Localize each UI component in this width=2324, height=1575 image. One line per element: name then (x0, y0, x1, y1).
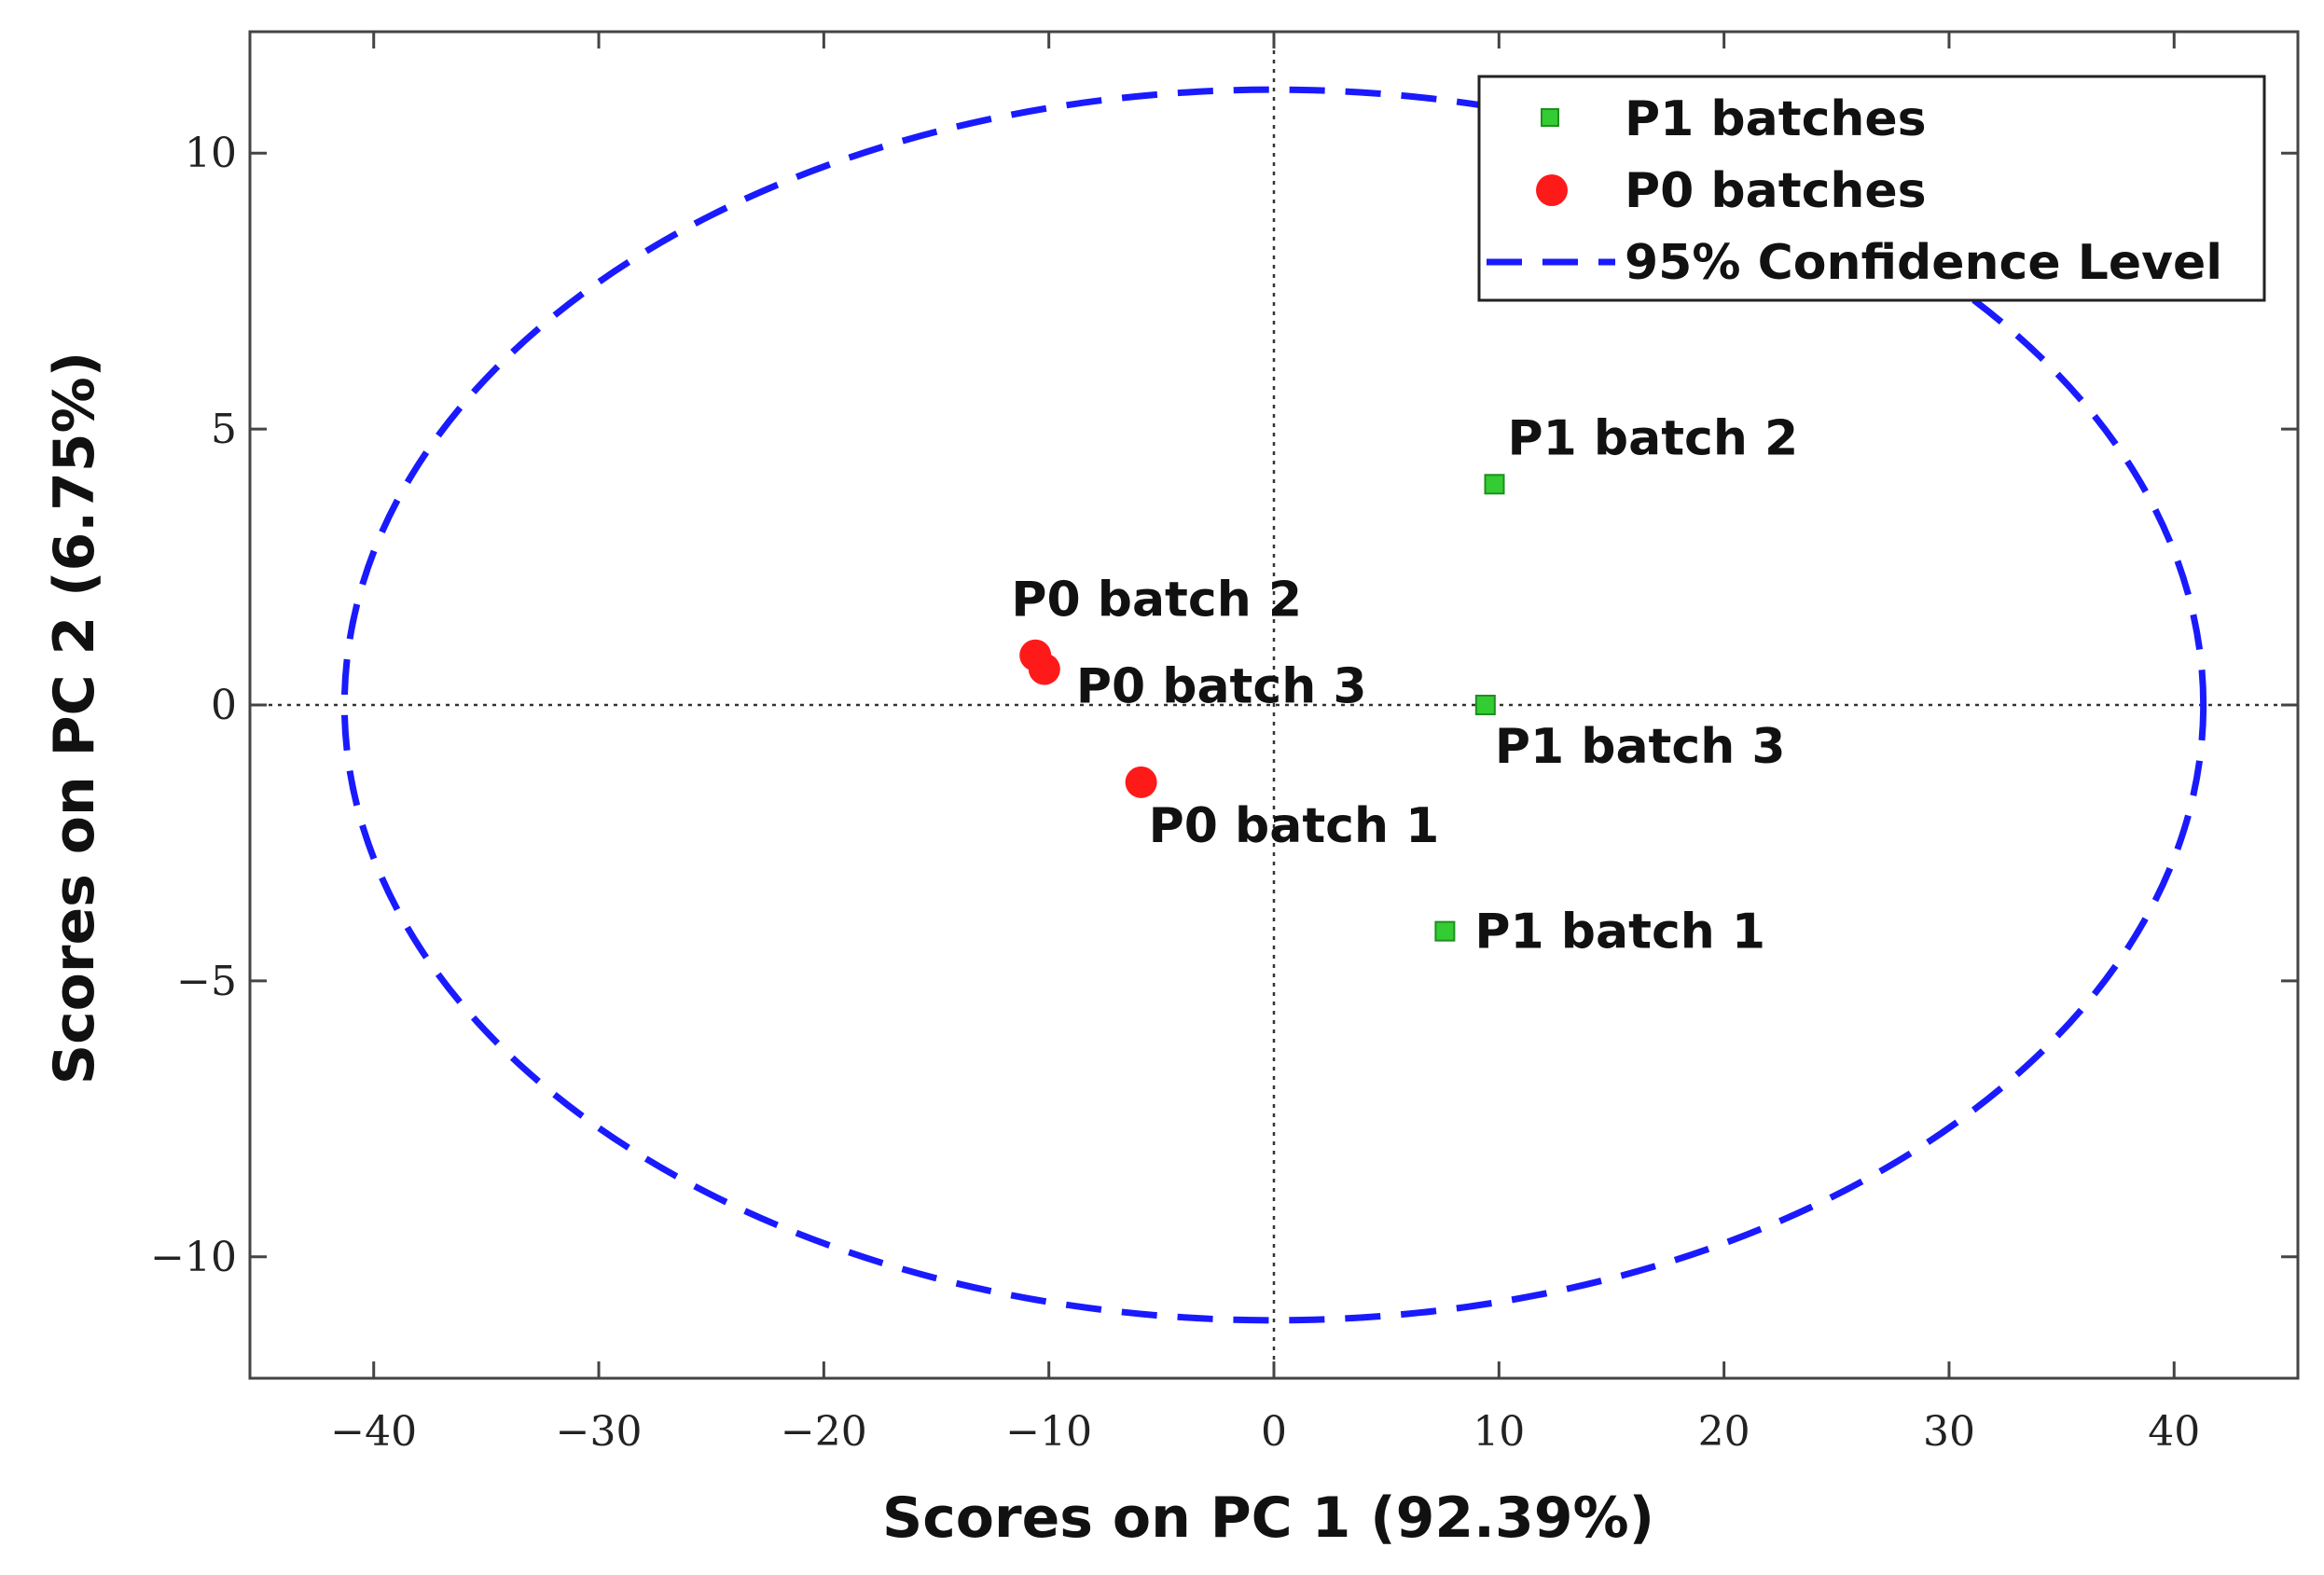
plot-frame (248, 30, 2300, 1380)
point-label-p1-batch-3: P1 batch 3 (1495, 719, 1786, 775)
confidence-ellipse (340, 86, 2207, 1324)
y-axis-title: Scores on PC 2 (6.75%) (42, 352, 107, 1085)
legend-p0-label: P0 batches (1625, 163, 1927, 219)
x-tick-label: 30 (1923, 1408, 1975, 1456)
point-label-p0-batch-3: P0 batch 3 (1076, 659, 1367, 715)
point-p1-batch-2 (1484, 474, 1505, 495)
legend-ellipse-label: 95% Confidence Level (1625, 235, 2222, 291)
point-label-p1-batch-1: P1 batch 1 (1474, 905, 1765, 960)
legend-p1-label: P1 batches (1625, 91, 1927, 147)
point-p1-batch-3 (1474, 695, 1496, 715)
x-axis-title: Scores on PC 1 (92.39%) (882, 1485, 1654, 1551)
point-label-p0-batch-2: P0 batch 2 (1011, 573, 1302, 629)
confidence-ellipse-layer (340, 86, 2207, 1324)
y-tick-label: 5 (211, 406, 237, 453)
x-tick-label: −30 (556, 1408, 643, 1456)
x-tick-label: −40 (330, 1408, 417, 1456)
y-tick-label: 0 (211, 682, 237, 729)
point-p1-batch-1 (1434, 920, 1456, 942)
y-tick-label: −5 (176, 958, 237, 1005)
point-p0-batch-1 (1125, 766, 1157, 798)
x-tick-label: 10 (1473, 1408, 1525, 1456)
y-tick-label: −10 (150, 1234, 237, 1281)
axis-ticks: −40 −30 −20 −10 0 10 20 30 40 −10 −5 0 5 10 (150, 32, 2298, 1456)
legend: P1 batches P0 batches 95% Confidence Lev… (1477, 75, 2266, 302)
reference-lines (250, 32, 2298, 1378)
x-tick-label: −10 (1005, 1408, 1092, 1456)
legend-p1-marker (1541, 108, 1559, 127)
x-tick-label: 0 (1261, 1408, 1287, 1456)
point-p0-batch-3 (1028, 653, 1060, 685)
data-points: P1 batch 1 P1 batch 2 P1 batch 3 P0 batch 1… (1011, 410, 1798, 960)
x-tick-label: 40 (2148, 1408, 2200, 1456)
point-label-p1-batch-2: P1 batch 2 (1507, 410, 1798, 466)
x-tick-label: 20 (1698, 1408, 1750, 1456)
x-tick-label: −20 (781, 1408, 867, 1456)
point-label-p0-batch-1: P0 batch 1 (1149, 798, 1440, 854)
y-tick-label: 10 (185, 130, 237, 177)
legend-p0-marker (1536, 174, 1568, 206)
